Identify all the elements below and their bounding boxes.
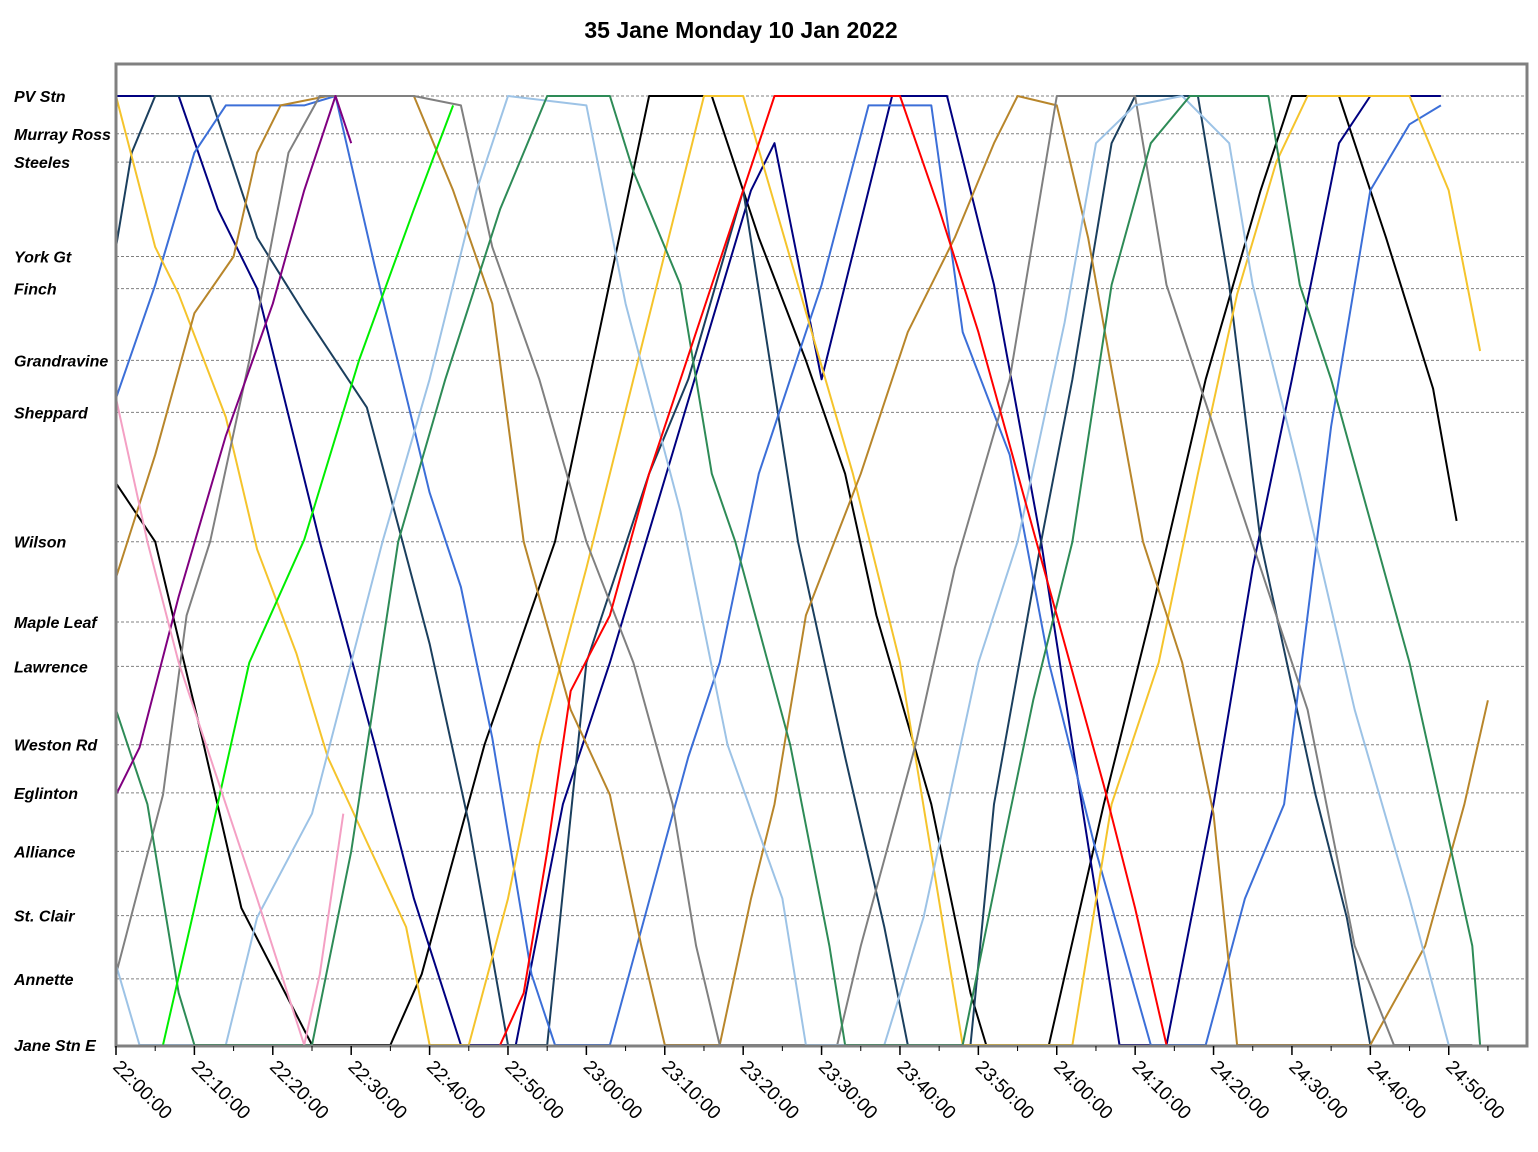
trip-lines: [115, 95, 1489, 1046]
stop-label: York Gt: [14, 250, 72, 267]
stop-label: Steeles: [14, 155, 70, 172]
trip-line: [115, 95, 1450, 1046]
x-tick-label: 24:30:00: [1284, 1057, 1351, 1124]
stop-label: Sheppard: [14, 405, 89, 422]
x-tick-label: 23:10:00: [657, 1057, 724, 1124]
x-tick-label: 24:10:00: [1128, 1057, 1195, 1124]
x-axis-ticks: 22:00:00 22:10:00 22:20:00 22:30:00 22:40:00…: [108, 1046, 1508, 1124]
stop-label: Grandravine: [14, 353, 108, 370]
stop-label: Finch: [14, 282, 57, 299]
x-tick-label: 22:10:00: [187, 1057, 254, 1124]
x-tick-label: 23:50:00: [971, 1057, 1038, 1124]
trip-line: [499, 95, 1168, 1046]
x-tick-label: 22:50:00: [500, 1057, 567, 1124]
stop-label: Murray Ross: [14, 127, 111, 144]
x-tick-label: 22:40:00: [422, 1057, 489, 1124]
stop-label: PV Stn: [14, 89, 66, 106]
x-tick-label: 23:40:00: [892, 1057, 959, 1124]
x-tick-label: 24:00:00: [1049, 1057, 1116, 1124]
trip-line: [115, 95, 353, 796]
trip-line: [115, 95, 1489, 1046]
x-tick-label: 22:00:00: [108, 1057, 175, 1124]
stop-label: Annette: [13, 972, 74, 989]
stop-label: Eglinton: [14, 786, 78, 803]
trip-line: [115, 95, 1482, 1046]
x-tick-label: 24:40:00: [1363, 1057, 1430, 1124]
trip-line: [115, 95, 1482, 1046]
stop-label: St. Clair: [14, 909, 75, 926]
gridlines: [116, 95, 1527, 1046]
chart-title: 35 Jane Monday 10 Jan 2022: [584, 17, 897, 43]
x-tick-label: 22:20:00: [265, 1057, 332, 1124]
stop-label: Weston Rd: [14, 738, 98, 755]
x-tick-label: 24:20:00: [1206, 1057, 1273, 1124]
x-tick-label: 23:30:00: [814, 1057, 881, 1124]
x-tick-label: 23:00:00: [579, 1057, 646, 1124]
trip-line: [115, 95, 1442, 1046]
x-tick-label: 22:30:00: [344, 1057, 411, 1124]
trip-line: [115, 397, 345, 1046]
stop-label: Maple Leaf: [14, 615, 98, 632]
trip-line: [162, 105, 455, 1046]
stop-label: Alliance: [13, 844, 75, 861]
trip-line: [116, 95, 1441, 1046]
stop-labels: PV Stn Murray Ross Steeles York Gt Finch Gran…: [13, 89, 111, 1055]
x-tick-label: 24:50:00: [1441, 1057, 1508, 1124]
stop-label: Lawrence: [14, 659, 88, 676]
stop-label: Jane Stn E: [14, 1038, 97, 1055]
x-tick-label: 23:20:00: [736, 1057, 803, 1124]
stop-label: Wilson: [14, 535, 67, 552]
trip-line: [115, 95, 1458, 1046]
